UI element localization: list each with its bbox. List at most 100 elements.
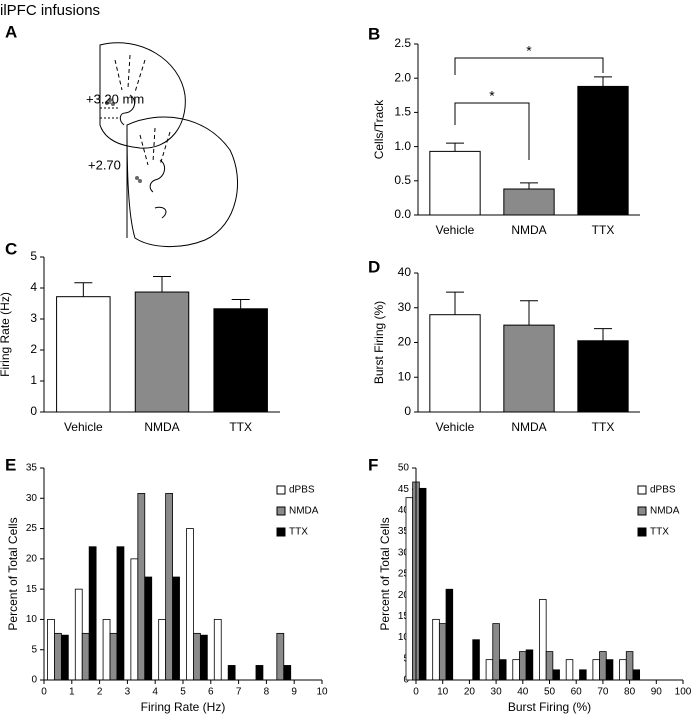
figure-title: ilPFC infusions [0, 2, 100, 19]
panel-letter: F [368, 455, 378, 474]
y-axis-title: Burst Firing (%) [372, 301, 386, 384]
error-bar [74, 282, 93, 297]
error-bar [594, 76, 612, 87]
y-tick-label: 20 [26, 553, 38, 564]
x-tick-label: 100 [675, 687, 692, 698]
significance-label: * [489, 88, 495, 104]
x-tick-label: 30 [491, 687, 503, 698]
bar [579, 669, 587, 681]
error-bar [594, 328, 612, 341]
x-tick-label: 6 [208, 687, 214, 698]
site [138, 179, 142, 183]
bar [137, 493, 146, 681]
bar [625, 651, 634, 681]
y-tick-label: 40 [398, 505, 410, 516]
y-axis-title: Percent of Total Cells [378, 517, 392, 630]
bar [539, 599, 547, 681]
x-tick-label: Vehicle [436, 420, 475, 434]
y-tick-label: 35 [398, 526, 410, 537]
bar [503, 324, 555, 413]
infusion-sites [105, 98, 142, 183]
bar [74, 588, 83, 681]
bar [577, 85, 629, 216]
legend-label: TTX [650, 527, 669, 538]
y-tick-label: 10 [398, 369, 412, 383]
x-tick-label: 50 [544, 687, 556, 698]
legend-swatch [276, 485, 286, 495]
x-tick-label: 3 [125, 687, 131, 698]
site [111, 102, 115, 106]
y-tick-label: 50 [398, 463, 410, 474]
y-tick-label: 45 [398, 484, 410, 495]
y-tick-label: 2.5 [394, 36, 411, 50]
diagram-label: +2.70 [88, 157, 121, 172]
ventricle [119, 94, 136, 126]
x-tick-label: 4 [152, 687, 158, 698]
panel-letter: E [5, 455, 16, 474]
y-axis-title: Firing Rate (Hz) [0, 292, 12, 377]
x-tick-label: 1 [69, 687, 75, 698]
y-tick-label: 30 [26, 493, 38, 504]
bar [227, 665, 236, 681]
bar [199, 634, 208, 681]
legend-label: dPBS [650, 485, 676, 496]
bar [499, 659, 507, 681]
significance-bracket [454, 57, 604, 75]
legend-swatch [637, 506, 647, 516]
x-axis-title: Burst Firing (%) [508, 700, 591, 714]
bar [599, 651, 607, 681]
x-tick-label: 10 [316, 687, 328, 698]
bar [472, 639, 480, 681]
x-tick-label: 80 [624, 687, 636, 698]
x-tick-label: 9 [291, 687, 297, 698]
legend-swatch [637, 527, 647, 537]
x-tick-label: 8 [264, 687, 270, 698]
bar [619, 659, 627, 681]
bar [165, 493, 173, 681]
x-tick-label: 2 [97, 687, 103, 698]
region-border [100, 107, 120, 119]
y-tick-label: 1 [30, 373, 37, 387]
error-bar [520, 300, 538, 326]
y-tick-label: 5 [31, 644, 37, 655]
panel-letter: A [5, 22, 17, 41]
bar [565, 659, 574, 681]
bar [60, 634, 69, 681]
x-tick-label: 70 [597, 687, 609, 698]
bar [56, 296, 111, 413]
bar [213, 308, 268, 413]
error-bar [446, 291, 464, 315]
y-tick-label: 20 [398, 335, 412, 349]
y-tick-label: 0 [31, 675, 37, 686]
site [108, 98, 112, 102]
y-tick-label: 4 [30, 280, 37, 294]
bar [88, 546, 97, 681]
section-outline [126, 116, 238, 248]
region-border [114, 54, 146, 93]
diagram-label: +3.20 mm [86, 91, 144, 106]
bar [432, 618, 440, 681]
y-tick-label: 1.5 [394, 105, 411, 119]
bar [144, 576, 153, 681]
y-tick-label: 35 [26, 463, 38, 474]
error-bar [446, 142, 464, 152]
ventricle [149, 159, 166, 193]
y-tick-label: 2.0 [394, 70, 411, 84]
y-tick-label: 0.5 [394, 173, 411, 187]
x-axis-title: Firing Rate (Hz) [141, 700, 226, 714]
y-axis-title: Cells/Track [372, 99, 386, 160]
x-tick-label: TTX [592, 223, 615, 237]
y-tick-label: 15 [398, 611, 410, 622]
bar [525, 649, 534, 681]
y-tick-label: 10 [26, 614, 38, 625]
x-tick-label: 0 [41, 687, 47, 698]
error-bar [153, 276, 171, 293]
bar [54, 632, 62, 681]
x-tick-label: Vehicle [436, 223, 475, 237]
site [135, 176, 139, 180]
y-tick-label: 25 [26, 523, 38, 534]
bar [405, 497, 414, 681]
legend-swatch [276, 506, 286, 516]
y-tick-label: 40 [398, 265, 412, 279]
bar [255, 665, 264, 681]
